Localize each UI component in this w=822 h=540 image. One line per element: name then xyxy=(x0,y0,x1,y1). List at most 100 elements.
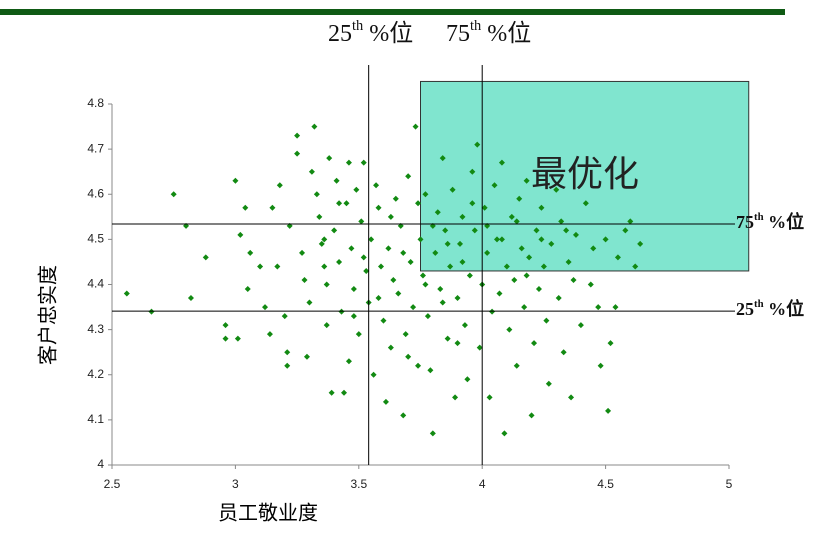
data-point xyxy=(427,367,434,374)
data-point xyxy=(262,304,269,311)
data-point xyxy=(247,249,254,256)
data-point xyxy=(612,304,619,311)
data-point xyxy=(444,335,451,342)
data-point xyxy=(597,362,604,369)
data-point xyxy=(521,304,528,311)
right-label-rest: %位 xyxy=(764,211,805,232)
y-tick-label: 4.6 xyxy=(87,186,104,200)
data-point xyxy=(496,290,503,297)
data-point xyxy=(565,258,572,265)
data-point xyxy=(284,362,291,369)
data-point xyxy=(553,186,560,193)
right-label-num: 75 xyxy=(736,212,754,232)
data-point xyxy=(281,313,288,320)
data-point xyxy=(313,191,320,198)
y-tick-label: 4.4 xyxy=(87,277,104,291)
right-label-num: 25 xyxy=(736,299,754,319)
data-point xyxy=(632,263,639,270)
right-label-sup: th xyxy=(754,299,764,311)
data-point xyxy=(627,218,634,225)
data-point xyxy=(439,155,446,162)
data-point xyxy=(501,430,508,437)
data-point xyxy=(533,227,540,234)
data-point xyxy=(508,213,515,220)
x-tick-label: 4 xyxy=(479,477,486,491)
data-point xyxy=(572,231,579,238)
data-point xyxy=(558,218,565,225)
data-point xyxy=(373,182,380,189)
top-label-rest: %位 xyxy=(363,20,413,47)
data-point xyxy=(387,344,394,351)
data-point xyxy=(437,286,444,293)
data-point xyxy=(568,394,575,401)
right-label-rest: %位 xyxy=(764,298,805,319)
data-point xyxy=(491,182,498,189)
data-point xyxy=(481,204,488,211)
data-point xyxy=(469,168,476,175)
data-point xyxy=(637,240,644,247)
data-point xyxy=(187,295,194,302)
data-point xyxy=(494,236,501,243)
data-point xyxy=(284,349,291,356)
data-point xyxy=(439,299,446,306)
data-point xyxy=(326,155,333,162)
data-point xyxy=(395,290,402,297)
data-point xyxy=(370,371,377,378)
data-point xyxy=(538,236,545,243)
data-point xyxy=(466,272,473,279)
top-label-num: 25 xyxy=(328,21,352,47)
x-tick-label: 3.5 xyxy=(350,477,367,491)
data-point xyxy=(476,344,483,351)
data-point xyxy=(222,322,229,329)
y-tick-label: 4 xyxy=(97,457,104,471)
data-point xyxy=(412,123,419,130)
data-point xyxy=(400,249,407,256)
data-point xyxy=(345,159,352,166)
x-tick-label: 4.5 xyxy=(597,477,614,491)
data-point xyxy=(447,263,454,270)
data-point xyxy=(516,195,523,202)
data-point xyxy=(301,276,308,283)
data-point xyxy=(405,353,412,360)
top-label-rest: %位 xyxy=(481,20,531,47)
data-point xyxy=(257,263,264,270)
data-point xyxy=(442,227,449,234)
data-point xyxy=(587,281,594,288)
data-point xyxy=(274,263,281,270)
data-point xyxy=(498,236,505,243)
data-point xyxy=(461,322,468,329)
data-point xyxy=(266,331,273,338)
data-point xyxy=(543,317,550,324)
data-point xyxy=(328,389,335,396)
data-point xyxy=(348,245,355,252)
right-label-sup: th xyxy=(754,212,764,224)
data-point xyxy=(321,263,328,270)
data-point xyxy=(242,204,249,211)
data-point xyxy=(415,200,422,207)
data-point xyxy=(350,313,357,320)
data-point xyxy=(506,326,513,333)
data-point xyxy=(486,394,493,401)
data-point xyxy=(459,258,466,265)
data-point xyxy=(232,177,239,184)
data-point xyxy=(464,376,471,383)
top-bar xyxy=(0,9,785,15)
data-point xyxy=(269,204,276,211)
data-point xyxy=(400,412,407,419)
y-tick-label: 4.2 xyxy=(87,367,104,381)
data-point xyxy=(368,236,375,243)
right-label: 25th %位 xyxy=(736,298,804,319)
data-point xyxy=(452,394,459,401)
data-point xyxy=(333,177,340,184)
data-point xyxy=(306,299,313,306)
top-label-sup: th xyxy=(470,18,481,34)
data-point xyxy=(170,191,177,198)
data-point xyxy=(526,254,533,261)
data-point xyxy=(237,231,244,238)
data-point xyxy=(244,286,251,293)
y-tick-label: 4.8 xyxy=(87,96,104,110)
data-point xyxy=(429,430,436,437)
data-point xyxy=(422,191,429,198)
data-point xyxy=(605,407,612,414)
